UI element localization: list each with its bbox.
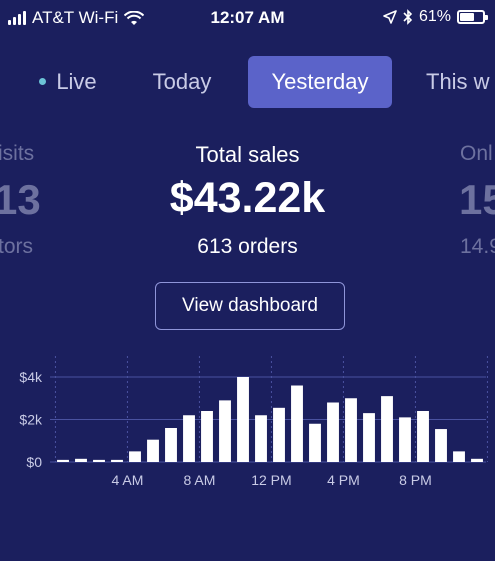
chart-bar: [129, 451, 141, 462]
tab-this-week-label: This w: [426, 69, 490, 94]
total-sales-value: $43.22k: [169, 174, 326, 222]
chart-bar: [255, 415, 267, 462]
metric-left-value: 13: [0, 176, 41, 223]
cellular-signal-icon: [8, 11, 26, 25]
chart-bar: [417, 411, 429, 462]
chart-bar: [93, 459, 105, 462]
chart-bar: [327, 402, 339, 462]
total-sales-label: Total sales: [195, 142, 300, 167]
chart-bar: [435, 429, 447, 462]
y-tick-label: $2k: [19, 412, 43, 428]
chart-bar: [399, 417, 411, 462]
bluetooth-icon: [403, 9, 413, 25]
x-tick-label: 12 PM: [251, 472, 291, 488]
chart-bar: [75, 458, 87, 462]
hourly-sales-chart: $4k $2k $0 4 AM 8 AM 12 PM 4 PM 8 PM: [19, 356, 488, 488]
tab-live-label: Live: [56, 69, 97, 94]
status-right: 61%: [383, 8, 488, 26]
chart-bar: [165, 428, 177, 462]
tab-this-week[interactable]: This w: [426, 56, 495, 108]
metric-right-sub: 14.9: [460, 235, 495, 258]
chart-bar: [345, 398, 357, 462]
y-tick-label: $0: [26, 454, 42, 470]
chart-bar: [363, 413, 375, 462]
chart-bar: [471, 458, 483, 462]
metric-left-label: isits: [0, 142, 35, 165]
battery-icon: [457, 10, 488, 24]
wifi-icon: [124, 10, 145, 25]
tab-yesterday[interactable]: Yesterday: [248, 56, 392, 108]
status-left: AT&T Wi-Fi: [8, 8, 145, 28]
carrier-label: AT&T Wi-Fi: [32, 8, 119, 27]
view-dashboard-button[interactable]: View dashboard: [155, 282, 345, 330]
chart-bar: [111, 459, 123, 462]
tab-today-label: Today: [152, 69, 212, 94]
chart-bar: [453, 451, 465, 462]
live-dot-icon: [39, 77, 47, 85]
battery-percent: 61%: [418, 8, 451, 25]
x-tick-label: 8 PM: [399, 472, 432, 488]
chart-bar: [237, 377, 249, 462]
chart-bar: [291, 385, 303, 462]
chart-bar: [183, 415, 195, 462]
tab-live[interactable]: Live: [18, 56, 118, 108]
chart-bar: [273, 407, 285, 462]
chart-bar: [57, 459, 69, 462]
tab-today[interactable]: Today: [140, 56, 224, 108]
y-tick-label: $4k: [19, 369, 43, 385]
status-bar: AT&T Wi-Fi 12:07 AM 61%: [0, 0, 495, 34]
metric-right-value: 15: [459, 176, 495, 223]
orders-count: 613 orders: [197, 235, 298, 258]
status-time: 12:07 AM: [210, 8, 285, 27]
chart-bar: [381, 396, 393, 462]
x-tick-label: 8 AM: [183, 472, 215, 488]
chart-bar: [309, 423, 321, 462]
chart-bar: [147, 439, 159, 462]
metric-right-label: Onl: [460, 142, 493, 165]
period-tabs: Live Today Yesterday This w: [0, 56, 495, 108]
tab-yesterday-label: Yesterday: [271, 69, 369, 94]
chart-bar: [201, 411, 213, 462]
x-tick-label: 4 AM: [111, 472, 143, 488]
location-arrow-icon: [383, 10, 397, 24]
metric-left-sub: tors: [0, 235, 34, 258]
x-tick-label: 4 PM: [327, 472, 360, 488]
chart-bar: [219, 400, 231, 462]
